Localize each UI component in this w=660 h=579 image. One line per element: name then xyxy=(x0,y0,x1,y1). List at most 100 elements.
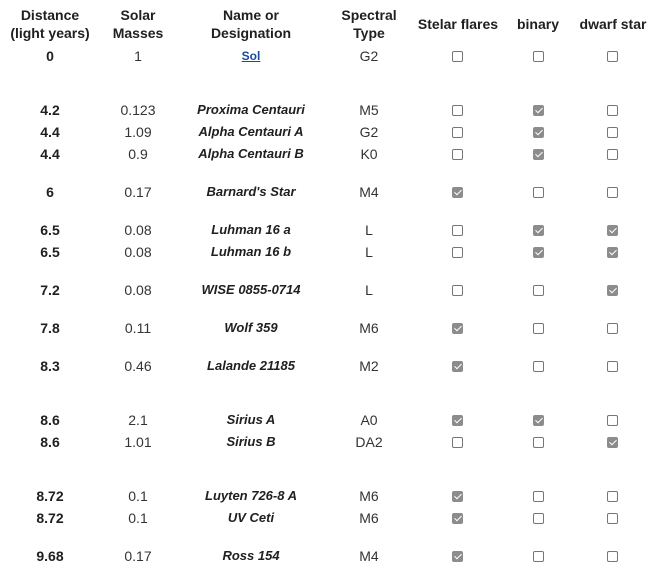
binary-checkbox[interactable] xyxy=(532,490,544,502)
binary-checkbox[interactable] xyxy=(532,414,544,426)
flares-checkbox[interactable] xyxy=(451,104,463,116)
name-cell: Ross 154 xyxy=(222,548,280,563)
dwarf-checkbox-cell xyxy=(602,46,622,66)
binary-checkbox[interactable] xyxy=(532,126,544,138)
binary-checkbox-cell xyxy=(528,356,548,376)
binary-checkbox-cell xyxy=(528,182,548,202)
flares-checkbox[interactable] xyxy=(451,360,463,372)
binary-checkbox-cell xyxy=(528,410,548,430)
spectral-cell: M4 xyxy=(359,548,379,564)
distance-cell: 7.2 xyxy=(40,282,60,298)
header-distance-line2: (light years) xyxy=(10,25,90,41)
binary-checkbox[interactable] xyxy=(532,436,544,448)
dwarf-checkbox[interactable] xyxy=(606,224,618,236)
header-distance-line1: Distance xyxy=(20,7,80,23)
spectral-cell: G2 xyxy=(359,124,379,140)
header-spectral-line2: Type xyxy=(353,25,385,41)
binary-checkbox[interactable] xyxy=(532,186,544,198)
binary-checkbox[interactable] xyxy=(532,322,544,334)
distance-cell: 4.4 xyxy=(40,124,60,140)
binary-checkbox[interactable] xyxy=(532,224,544,236)
dwarf-checkbox[interactable] xyxy=(606,322,618,334)
spectral-cell: G2 xyxy=(359,48,379,64)
name-cell: Sirius B xyxy=(226,434,276,449)
binary-checkbox[interactable] xyxy=(532,50,544,62)
flares-checkbox-cell xyxy=(447,122,467,142)
distance-cell: 8.6 xyxy=(40,412,60,428)
dwarf-checkbox-cell xyxy=(602,122,622,142)
binary-checkbox[interactable] xyxy=(532,360,544,372)
mass-cell: 0.17 xyxy=(124,548,152,564)
flares-checkbox-cell xyxy=(447,508,467,528)
name-cell: Alpha Centauri A xyxy=(198,124,304,139)
binary-checkbox-cell xyxy=(528,432,548,452)
dwarf-checkbox[interactable] xyxy=(606,186,618,198)
binary-checkbox[interactable] xyxy=(532,284,544,296)
dwarf-checkbox[interactable] xyxy=(606,104,618,116)
dwarf-checkbox-cell xyxy=(602,144,622,164)
dwarf-checkbox[interactable] xyxy=(606,414,618,426)
spectral-cell: K0 xyxy=(360,146,378,162)
binary-checkbox[interactable] xyxy=(532,512,544,524)
dwarf-checkbox[interactable] xyxy=(606,550,618,562)
flares-checkbox-cell xyxy=(447,144,467,164)
star-name-link[interactable]: Sol xyxy=(241,49,261,63)
distance-cell: 4.4 xyxy=(40,146,60,162)
mass-cell: 0.17 xyxy=(124,184,152,200)
name-cell: Luhman 16 a xyxy=(211,222,291,237)
distance-cell: 8.6 xyxy=(40,434,60,450)
binary-checkbox[interactable] xyxy=(532,148,544,160)
dwarf-checkbox[interactable] xyxy=(606,284,618,296)
binary-checkbox-cell xyxy=(528,220,548,240)
flares-checkbox[interactable] xyxy=(451,322,463,334)
flares-checkbox[interactable] xyxy=(451,550,463,562)
name-cell: Wolf 359 xyxy=(224,320,278,335)
flares-checkbox[interactable] xyxy=(451,224,463,236)
dwarf-checkbox[interactable] xyxy=(606,490,618,502)
dwarf-checkbox[interactable] xyxy=(606,436,618,448)
flares-checkbox[interactable] xyxy=(451,414,463,426)
dwarf-checkbox-cell xyxy=(602,220,622,240)
flares-checkbox[interactable] xyxy=(451,246,463,258)
flares-checkbox-cell xyxy=(447,410,467,430)
mass-cell: 0.123 xyxy=(120,102,156,118)
dwarf-checkbox[interactable] xyxy=(606,50,618,62)
flares-checkbox[interactable] xyxy=(451,148,463,160)
binary-checkbox-cell xyxy=(528,546,548,566)
header-distance: Distance (light years) xyxy=(0,6,100,42)
spectral-cell: L xyxy=(365,222,373,238)
binary-checkbox[interactable] xyxy=(532,550,544,562)
flares-checkbox-cell xyxy=(447,546,467,566)
dwarf-checkbox[interactable] xyxy=(606,246,618,258)
dwarf-checkbox[interactable] xyxy=(606,148,618,160)
mass-cell: 0.08 xyxy=(124,282,152,298)
flares-checkbox-cell xyxy=(447,280,467,300)
binary-checkbox[interactable] xyxy=(532,246,544,258)
spectral-cell: A0 xyxy=(360,412,378,428)
dwarf-checkbox[interactable] xyxy=(606,512,618,524)
flares-checkbox[interactable] xyxy=(451,436,463,448)
name-cell: Luyten 726-8 A xyxy=(205,488,297,503)
flares-checkbox[interactable] xyxy=(451,50,463,62)
flares-checkbox[interactable] xyxy=(451,490,463,502)
mass-cell: 0.11 xyxy=(124,320,152,336)
dwarf-checkbox-cell xyxy=(602,486,622,506)
flares-checkbox-cell xyxy=(447,318,467,338)
dwarf-checkbox-cell xyxy=(602,100,622,120)
spectral-cell: L xyxy=(365,244,373,260)
flares-checkbox[interactable] xyxy=(451,512,463,524)
spectral-cell: L xyxy=(365,282,373,298)
binary-checkbox[interactable] xyxy=(532,104,544,116)
flares-checkbox[interactable] xyxy=(451,186,463,198)
mass-cell: 0.1 xyxy=(128,510,148,526)
distance-cell: 8.72 xyxy=(36,510,64,526)
flares-checkbox[interactable] xyxy=(451,284,463,296)
flares-checkbox-cell xyxy=(447,100,467,120)
flares-checkbox[interactable] xyxy=(451,126,463,138)
binary-checkbox-cell xyxy=(528,486,548,506)
dwarf-checkbox-cell xyxy=(602,280,622,300)
dwarf-checkbox[interactable] xyxy=(606,360,618,372)
name-cell: Barnard's Star xyxy=(206,184,296,199)
dwarf-checkbox[interactable] xyxy=(606,126,618,138)
mass-cell: 0.08 xyxy=(124,244,152,260)
